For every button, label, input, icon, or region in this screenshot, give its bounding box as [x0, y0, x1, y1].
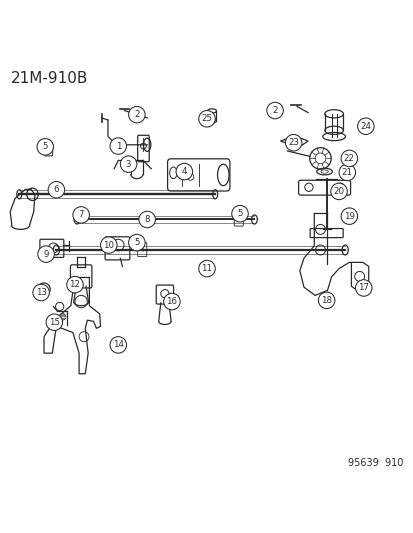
- Circle shape: [110, 138, 126, 154]
- Circle shape: [37, 139, 53, 155]
- Text: 95639  910: 95639 910: [347, 458, 402, 468]
- Circle shape: [33, 284, 49, 301]
- Text: 15: 15: [49, 318, 60, 327]
- Circle shape: [128, 235, 145, 251]
- Circle shape: [59, 313, 66, 320]
- FancyBboxPatch shape: [105, 237, 130, 260]
- Circle shape: [318, 292, 334, 309]
- Text: 8: 8: [144, 215, 150, 224]
- FancyBboxPatch shape: [234, 212, 243, 226]
- Text: 21: 21: [341, 168, 352, 177]
- Circle shape: [355, 280, 371, 296]
- Circle shape: [340, 208, 357, 224]
- Text: 7: 7: [78, 211, 84, 220]
- Text: 2: 2: [272, 106, 277, 115]
- Circle shape: [285, 134, 301, 151]
- Text: 11: 11: [201, 264, 212, 273]
- Circle shape: [330, 183, 347, 200]
- Text: 22: 22: [343, 154, 354, 163]
- Text: 14: 14: [112, 341, 123, 350]
- Circle shape: [41, 286, 47, 292]
- FancyBboxPatch shape: [138, 243, 146, 256]
- Circle shape: [176, 163, 192, 180]
- Text: 9: 9: [43, 249, 49, 259]
- Circle shape: [198, 260, 215, 277]
- Text: 18: 18: [320, 296, 331, 305]
- Text: 10: 10: [103, 240, 114, 249]
- Text: 21M-910B: 21M-910B: [11, 70, 88, 85]
- Circle shape: [198, 110, 215, 127]
- Text: 5: 5: [237, 209, 242, 218]
- Text: 25: 25: [201, 114, 212, 123]
- Text: 17: 17: [357, 284, 368, 293]
- Text: 23: 23: [287, 138, 299, 147]
- Circle shape: [357, 118, 373, 134]
- Text: 19: 19: [343, 212, 354, 221]
- Circle shape: [66, 277, 83, 293]
- Text: 16: 16: [166, 297, 177, 306]
- Circle shape: [46, 314, 62, 330]
- Text: 6: 6: [54, 185, 59, 194]
- Text: 13: 13: [36, 288, 47, 297]
- Circle shape: [139, 211, 155, 228]
- Text: 5: 5: [43, 142, 48, 151]
- Text: 4: 4: [181, 167, 187, 176]
- Circle shape: [340, 150, 357, 167]
- Circle shape: [266, 102, 282, 119]
- Circle shape: [128, 107, 145, 123]
- Text: 20: 20: [333, 187, 344, 196]
- Circle shape: [100, 237, 117, 253]
- Circle shape: [231, 205, 248, 222]
- Circle shape: [73, 207, 89, 223]
- Circle shape: [110, 337, 126, 353]
- Text: 2: 2: [134, 110, 139, 119]
- Circle shape: [120, 156, 137, 172]
- Circle shape: [163, 293, 180, 310]
- Text: 12: 12: [69, 280, 80, 289]
- Circle shape: [338, 164, 355, 181]
- Text: 1: 1: [115, 142, 121, 150]
- Text: 24: 24: [359, 122, 370, 131]
- FancyBboxPatch shape: [40, 239, 64, 257]
- Circle shape: [48, 182, 64, 198]
- Text: 5: 5: [134, 238, 139, 247]
- Text: 3: 3: [126, 160, 131, 168]
- Circle shape: [38, 246, 54, 262]
